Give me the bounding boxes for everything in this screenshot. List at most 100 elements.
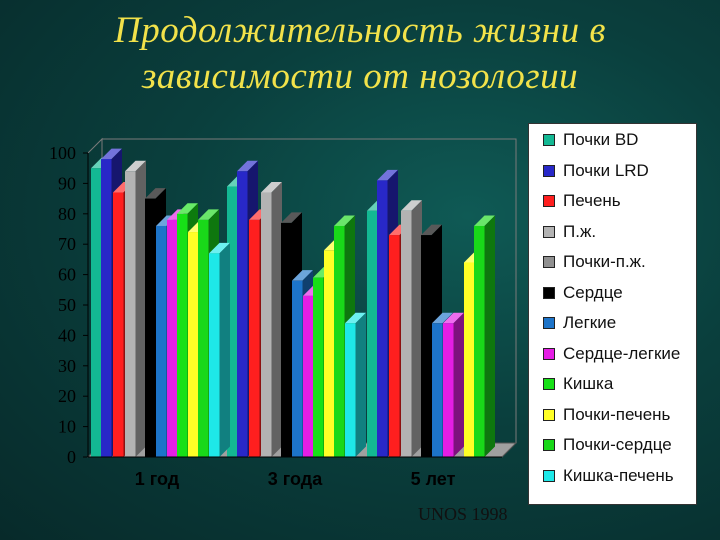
source-note: UNOS 1998 bbox=[418, 504, 508, 524]
x-tick-label: 1 год bbox=[135, 469, 180, 489]
bar bbox=[421, 235, 432, 457]
legend-swatch bbox=[543, 408, 555, 421]
bar-top bbox=[125, 160, 146, 172]
bar-top bbox=[101, 148, 122, 160]
legend-swatch bbox=[543, 256, 555, 268]
legend-item: Сердце-легкие bbox=[543, 344, 680, 364]
bar bbox=[474, 225, 485, 457]
bar bbox=[145, 198, 156, 457]
bar bbox=[443, 323, 454, 457]
bar bbox=[227, 186, 238, 457]
bar-top bbox=[443, 312, 464, 324]
bar bbox=[125, 171, 136, 458]
title-line-1: Продолжительность жизни в bbox=[114, 10, 606, 51]
bar bbox=[156, 225, 167, 457]
y-tick-label: 10 bbox=[58, 417, 76, 437]
legend-swatch bbox=[543, 286, 555, 299]
y-tick-label: 100 bbox=[49, 143, 76, 163]
bar-side bbox=[453, 312, 464, 457]
legend-swatch bbox=[543, 317, 555, 329]
bar-top bbox=[209, 242, 230, 254]
chart-title: Продолжительность жизни в зависимости от… bbox=[0, 8, 720, 100]
legend-label: Почки-п.ж. bbox=[563, 252, 646, 271]
legend-item: Кишка bbox=[543, 374, 613, 394]
legend-swatch bbox=[543, 439, 555, 451]
bar-top bbox=[145, 188, 166, 199]
bar-side bbox=[219, 242, 230, 457]
x-tick-label: 3 года bbox=[268, 469, 323, 489]
bar bbox=[345, 323, 356, 457]
legend-item: Почки BD bbox=[543, 130, 638, 150]
legend-label: Легкие bbox=[563, 313, 617, 332]
y-tick-label: 60 bbox=[58, 265, 76, 285]
legend-item: Почки-сердце bbox=[543, 435, 672, 455]
bar bbox=[198, 219, 209, 457]
bar bbox=[313, 277, 324, 457]
x-tick-label: 5 лет bbox=[411, 469, 456, 489]
legend-label: Почки BD bbox=[563, 130, 639, 149]
bar-side bbox=[484, 215, 495, 457]
bar bbox=[281, 222, 292, 457]
legend-swatch bbox=[543, 378, 555, 390]
y-tick-label: 0 bbox=[67, 447, 76, 467]
bar-top bbox=[198, 209, 219, 220]
chart-legend: Почки BD Почки LRD Печень П.ж. Почки-п.ж. Сер… bbox=[528, 123, 697, 505]
bar-top bbox=[474, 215, 495, 226]
bar-top bbox=[345, 312, 366, 324]
legend-label: Кишка bbox=[563, 374, 614, 393]
y-tick-label: 80 bbox=[58, 204, 76, 224]
legend-label: Печень bbox=[563, 191, 621, 210]
bar bbox=[113, 192, 124, 457]
bar bbox=[237, 171, 248, 458]
legend-label: Сердце-легкие bbox=[563, 343, 681, 363]
legend-swatch bbox=[543, 225, 555, 238]
bar bbox=[389, 235, 400, 457]
bar-top bbox=[292, 270, 313, 281]
bar-side bbox=[411, 200, 422, 457]
bar bbox=[401, 210, 412, 457]
legend-item: Кишка-печень bbox=[543, 466, 674, 486]
y-tick-label: 90 bbox=[58, 173, 76, 193]
y-tick-label: 30 bbox=[58, 356, 76, 376]
bar bbox=[324, 250, 335, 457]
bar-top bbox=[237, 160, 258, 172]
bar bbox=[292, 280, 303, 457]
legend-label: П.ж. bbox=[563, 221, 597, 241]
bar-top bbox=[401, 200, 422, 211]
legend-label: Кишка-печень bbox=[563, 465, 674, 485]
bar bbox=[261, 192, 272, 457]
bar bbox=[334, 225, 345, 457]
y-tick-label: 20 bbox=[58, 386, 76, 406]
legend-label: Почки LRD bbox=[563, 160, 649, 180]
bar bbox=[464, 262, 475, 457]
bar-top bbox=[261, 182, 282, 193]
bar bbox=[91, 168, 102, 457]
legend-swatch bbox=[543, 164, 555, 177]
bar bbox=[377, 180, 388, 458]
bar bbox=[367, 210, 378, 457]
bar-top bbox=[377, 169, 398, 181]
bar-side bbox=[135, 160, 146, 458]
bar bbox=[432, 323, 443, 457]
legend-swatch bbox=[543, 195, 555, 207]
bar-top bbox=[334, 215, 355, 226]
bar-top bbox=[432, 312, 453, 324]
legend-swatch bbox=[543, 134, 555, 146]
bar bbox=[303, 295, 314, 457]
legend-item: Сердце bbox=[543, 283, 623, 303]
legend-item: Почки-печень bbox=[543, 405, 670, 425]
y-tick-label: 50 bbox=[58, 295, 76, 315]
legend-label: Почки-сердце bbox=[563, 435, 672, 454]
legend-item: Почки LRD bbox=[543, 161, 649, 181]
bar-side bbox=[355, 312, 366, 457]
title-line-2: зависимости от нозологии bbox=[141, 56, 579, 97]
legend-swatch bbox=[543, 469, 555, 482]
bar-side bbox=[271, 182, 282, 457]
bar-top bbox=[281, 212, 302, 223]
legend-label: Почки-печень bbox=[563, 404, 671, 424]
bar bbox=[101, 159, 112, 457]
legend-item: Почки-п.ж. bbox=[543, 252, 646, 272]
bar bbox=[167, 219, 178, 457]
bar bbox=[209, 253, 220, 457]
